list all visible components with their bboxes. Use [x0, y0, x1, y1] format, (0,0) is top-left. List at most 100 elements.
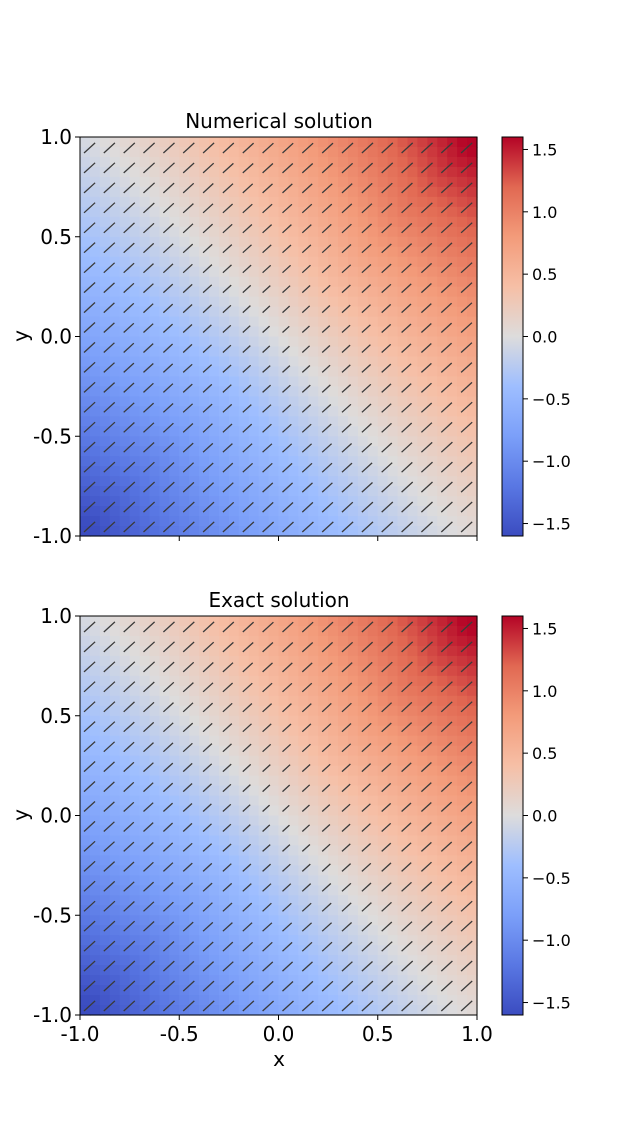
heat-cell	[248, 775, 260, 787]
quiver-arrow	[262, 980, 274, 992]
quiver-arrow	[222, 223, 233, 234]
heat-cell	[447, 356, 458, 368]
heat-cell	[377, 276, 389, 288]
heat-cell	[417, 256, 428, 268]
heat-cell	[99, 895, 111, 906]
quiver-arrow	[143, 263, 154, 274]
heat-cell	[159, 755, 170, 767]
heat-cell	[328, 366, 339, 377]
heat-cell	[99, 835, 111, 847]
heat-cell	[387, 446, 399, 457]
heat-cell	[367, 625, 379, 637]
heat-cell	[417, 875, 428, 886]
quiver-arrow	[321, 702, 332, 713]
heat-cell	[347, 665, 359, 677]
heat-cell	[308, 276, 319, 288]
quiver-arrow	[440, 881, 453, 892]
heat-cell	[129, 995, 141, 1006]
heat-cell	[139, 955, 151, 966]
heat-cell	[437, 396, 448, 407]
quiver-arrow	[123, 202, 136, 214]
heat-cell	[179, 895, 190, 906]
heat-cell	[427, 975, 438, 986]
quiver-arrow	[460, 481, 473, 493]
heat-cell	[387, 306, 399, 318]
heat-cell	[387, 336, 399, 348]
quiver-arrow	[282, 784, 291, 793]
heat-cell	[169, 775, 180, 787]
heat-cell	[338, 496, 349, 507]
heat-cell	[199, 516, 210, 527]
quiver-arrow	[103, 262, 116, 274]
quiver-arrow	[83, 621, 96, 633]
heat-cell	[238, 316, 250, 328]
heat-cell	[397, 276, 409, 288]
heat-cell	[209, 855, 220, 866]
heat-cell	[268, 436, 280, 447]
heat-cell	[109, 476, 121, 487]
heat-cell	[80, 775, 91, 787]
quiver-arrow	[242, 703, 253, 713]
heat-cell	[397, 176, 409, 188]
heat-cell	[248, 166, 260, 178]
heat-cell	[169, 386, 180, 397]
heat-cell	[328, 985, 339, 996]
heat-cell	[447, 895, 458, 906]
heat-cell	[457, 416, 468, 427]
heat-cell	[407, 266, 419, 278]
heat-cell	[347, 645, 359, 657]
heat-cell	[228, 236, 240, 248]
heat-cell	[228, 975, 240, 986]
quiver-arrow	[361, 661, 373, 673]
quiver-arrow	[460, 461, 473, 473]
heat-cell	[159, 516, 170, 527]
heat-cell	[308, 366, 319, 377]
heat-cell	[228, 655, 240, 667]
heat-cell	[377, 675, 389, 687]
heat-cell	[318, 875, 329, 886]
quiver-arrow	[420, 481, 433, 493]
heat-cell	[149, 356, 161, 368]
heat-cell	[169, 875, 180, 886]
heat-cell	[179, 216, 190, 228]
heat-cell	[338, 835, 349, 847]
heat-cell	[179, 616, 190, 627]
heat-cell	[437, 975, 448, 986]
heat-cell	[278, 616, 290, 627]
quiver-arrow	[103, 302, 115, 314]
quiver-arrow	[182, 921, 194, 932]
quiver-arrow	[460, 821, 473, 832]
heat-cell	[357, 675, 369, 687]
quiver-arrow	[341, 843, 351, 852]
heat-cell	[89, 236, 101, 248]
heat-cell	[308, 885, 319, 896]
heat-cell	[367, 925, 379, 936]
heat-cell	[129, 526, 141, 537]
heat-cell	[447, 625, 458, 637]
heat-cell	[179, 496, 190, 507]
heat-cell	[347, 476, 359, 487]
y-axis: -1.0-0.50.00.51.0	[33, 125, 80, 548]
heat-cell	[149, 276, 161, 288]
quiver-arrow	[401, 501, 414, 513]
heat-cell	[248, 975, 260, 986]
heat-cell	[209, 236, 220, 248]
quiver-arrow	[301, 142, 314, 154]
heat-cell	[347, 406, 359, 417]
heat-cell	[99, 675, 111, 687]
heat-cell	[407, 236, 419, 248]
quiver-arrow	[381, 802, 392, 812]
heat-cell	[338, 516, 349, 527]
heat-cell	[218, 336, 230, 348]
heat-cell	[407, 176, 419, 188]
quiver-arrow	[301, 804, 310, 812]
heat-cell	[318, 775, 329, 787]
heat-cell	[209, 186, 220, 198]
quiver-arrow	[361, 324, 371, 333]
heat-cell	[347, 276, 359, 288]
heat-cell	[189, 925, 200, 936]
quiver-arrow	[83, 1000, 96, 1012]
heat-cell	[328, 955, 339, 966]
heat-cell	[417, 137, 428, 148]
heat-cell	[447, 186, 458, 198]
